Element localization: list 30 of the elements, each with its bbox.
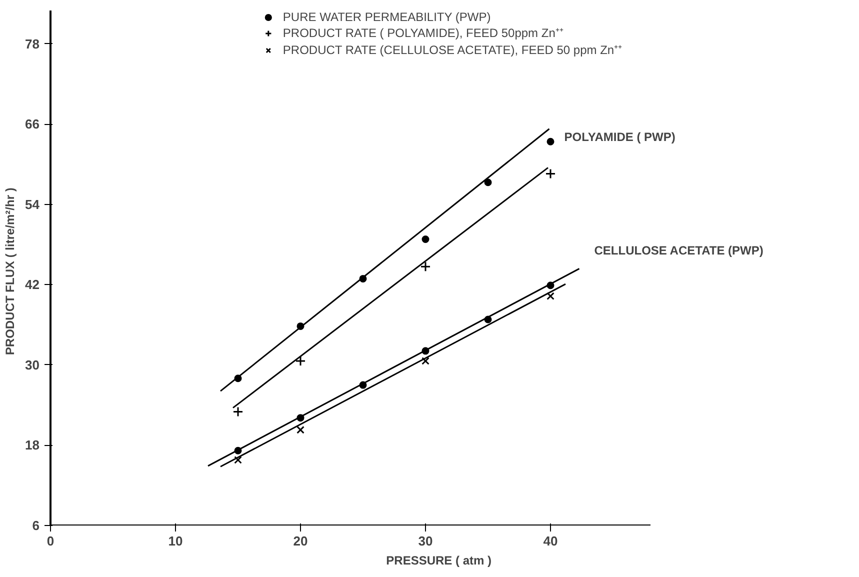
annotation: CELLULOSE ACETATE (PWP) (594, 244, 764, 258)
y-tick-label: 66 (25, 116, 40, 132)
point (422, 235, 430, 243)
point (546, 292, 554, 300)
x-tick-label: 10 (168, 534, 183, 548)
point (420, 261, 431, 272)
point (234, 456, 242, 464)
x-tick-label: 40 (543, 534, 558, 548)
y-tick-label: 30 (25, 357, 40, 372)
legend-label: PURE WATER PERMEABILITY (PWP) (282, 10, 491, 24)
point (545, 168, 556, 179)
x-tick-label: 20 (293, 534, 308, 548)
legend-label: PRODUCT RATE (CELLULOSE ACETATE), FEED 50 ppm Zn⁺⁺ (282, 42, 622, 58)
x-axis-title: PRESSURE ( atm ) (386, 554, 492, 568)
y-tick-label: 18 (25, 438, 40, 453)
point (422, 357, 430, 365)
x-tick-label: 30 (418, 534, 433, 548)
point (232, 406, 244, 418)
point (295, 356, 306, 366)
y-tick-label: 42 (25, 277, 40, 292)
annotation: POLYAMIDE ( PWP) (564, 130, 676, 144)
point (296, 426, 304, 434)
y-tick-label: 54 (25, 196, 40, 212)
y-axis-title: PRODUCT FLUX ( litre/m²/hr ) (3, 188, 18, 355)
y-tick-label: 78 (25, 36, 40, 52)
point (546, 138, 554, 146)
x-tick-label: 0 (46, 534, 54, 548)
y-tick-label: 6 (32, 518, 40, 533)
legend-label: PRODUCT RATE ( POLYAMIDE), FEED 50ppm Zn⁺⁺ (282, 25, 564, 41)
point (484, 178, 492, 186)
